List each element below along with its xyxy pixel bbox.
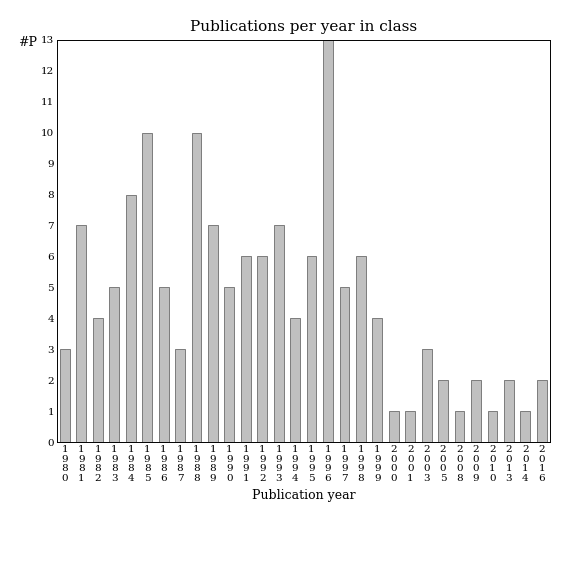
Bar (537, 380, 547, 442)
Title: Publications per year in class: Publications per year in class (190, 20, 417, 35)
Bar (208, 226, 218, 442)
Bar (307, 256, 316, 442)
Bar (373, 319, 382, 442)
Bar (175, 349, 185, 442)
Bar (438, 380, 448, 442)
Bar (60, 349, 70, 442)
Bar (126, 194, 136, 442)
Bar (257, 256, 267, 442)
X-axis label: Publication year: Publication year (252, 489, 355, 502)
Bar (488, 411, 497, 442)
Bar (405, 411, 415, 442)
Bar (142, 133, 152, 442)
Bar (225, 287, 234, 442)
Bar (389, 411, 399, 442)
Bar (521, 411, 530, 442)
Bar (422, 349, 431, 442)
Bar (109, 287, 119, 442)
Y-axis label: #P: #P (18, 36, 37, 49)
Bar (241, 256, 251, 442)
Bar (274, 226, 284, 442)
Bar (77, 226, 86, 442)
Bar (93, 319, 103, 442)
Bar (192, 133, 201, 442)
Bar (159, 287, 168, 442)
Bar (504, 380, 514, 442)
Bar (471, 380, 481, 442)
Bar (455, 411, 464, 442)
Bar (323, 40, 333, 442)
Bar (340, 287, 349, 442)
Bar (356, 256, 366, 442)
Bar (290, 319, 300, 442)
